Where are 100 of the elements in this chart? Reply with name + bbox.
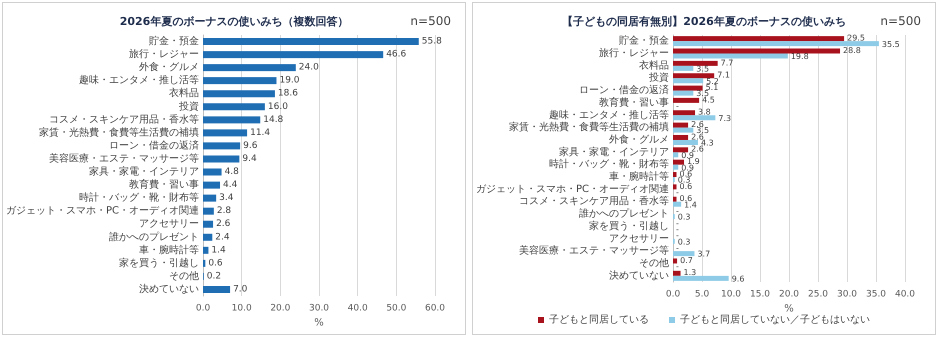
x-tick-label: 10.0 [232, 304, 252, 314]
data-label: 16.0 [268, 102, 288, 112]
data-label: 3.7 [697, 250, 710, 259]
bar [673, 60, 718, 66]
bar [203, 208, 214, 215]
x-tick-label: 0.0 [666, 290, 680, 300]
data-label: 9.4 [242, 154, 257, 164]
data-label: 9.6 [732, 274, 744, 284]
data-label: 0.9 [681, 150, 694, 160]
y-tick-label: 貯金・預金 [619, 34, 670, 47]
bar [203, 286, 230, 293]
y-tick-label: ガジェット・スマホ・PC・オーディオ関連 [476, 182, 670, 195]
data-label: 1.3 [684, 268, 696, 278]
y-tick-label: 投資 [648, 72, 670, 84]
data-label: - [676, 188, 680, 197]
y-tick-label: 教育費・習い事 [599, 96, 670, 108]
x-axis-title: % [784, 303, 794, 314]
data-label: 4.5 [702, 95, 715, 104]
y-tick-label: 誰かへのプレゼント [109, 230, 200, 243]
y-tick-label: 家賃・光熱費・食費等生活費の補填 [509, 121, 670, 134]
x-tick-label: 5.0 [694, 290, 710, 300]
y-tick-label: 外食・グルメ [609, 133, 670, 146]
data-label: 0.6 [208, 258, 223, 268]
y-tick-label: その他 [639, 256, 670, 269]
text: n=500 [880, 14, 922, 28]
y-tick-label: 旅行・レジャー [599, 47, 670, 60]
x-tick-label: 30.0 [836, 290, 858, 300]
legend-label: 子どもと同居していない／子どもはいない [680, 314, 870, 326]
bar [203, 182, 220, 189]
bar [673, 115, 716, 120]
x-tick-label: 50.0 [386, 304, 407, 314]
chart-title: 【子どもの同居有無別】2026年夏のボーナスの使いみち [562, 15, 846, 28]
bar [673, 276, 729, 281]
data-label: 2.6 [216, 219, 231, 230]
y-tick-label: 決めていない [609, 269, 670, 282]
y-tick-label: アクセサリー [609, 233, 670, 244]
bar [203, 116, 260, 124]
y-tick-label: 決めていない [139, 282, 200, 295]
x-tick-label: 25.0 [808, 290, 828, 300]
bar [203, 155, 240, 162]
y-tick-label: 美容医療・エステ・マッサージ等 [49, 152, 200, 164]
bar [203, 103, 265, 110]
bar [673, 122, 688, 128]
data-label: 7.1 [717, 70, 730, 80]
y-tick-label: 衣料品 [639, 59, 670, 72]
y-tick-label: アクセサリー [139, 218, 200, 230]
x-axis-title: % [314, 317, 324, 328]
data-label: 14.8 [263, 114, 284, 125]
y-tick-label: 貯金・預金 [149, 35, 200, 48]
bar [673, 90, 694, 96]
x-tick-label: 40.0 [894, 290, 916, 300]
bar [203, 51, 384, 58]
bar [673, 54, 788, 59]
data-label: 0.3 [678, 212, 690, 222]
data-label: 2.8 [216, 206, 232, 216]
data-label: 28.8 [843, 46, 861, 55]
y-tick-label: 家具・家電・インテリア [559, 146, 670, 158]
bar [673, 164, 678, 170]
x-tick-label: 30.0 [308, 304, 330, 314]
data-label: 9.6 [243, 140, 258, 151]
y-tick-label: コスメ・スキンケア用品・香水等 [49, 113, 200, 126]
bar [673, 41, 879, 46]
y-tick-label: ローン・借金の返済 [579, 84, 670, 96]
data-label: 1.4 [684, 200, 697, 210]
x-tick-label: 10.0 [720, 290, 742, 300]
data-label: - [676, 206, 680, 216]
data-label: 18.6 [278, 88, 298, 99]
data-label: 19.0 [279, 76, 300, 86]
data-label: 0.3 [678, 237, 690, 246]
data-label: 0.6 [679, 182, 692, 191]
bar [673, 196, 676, 202]
bar [203, 194, 216, 202]
bar [203, 38, 419, 46]
legend-label: 子どもと同居している [549, 314, 649, 326]
y-tick-label: 趣味・エンタメ・推し活等 [79, 74, 200, 86]
text: n=500 [410, 14, 452, 28]
y-tick-label: 旅行・レジャー [129, 48, 200, 60]
data-label: 4.4 [223, 180, 238, 190]
data-label: 7.3 [718, 114, 732, 123]
data-label: 7.0 [233, 284, 248, 294]
bar [673, 78, 704, 84]
data-label: 2.6 [691, 132, 704, 142]
y-tick-label: 誰かへのプレゼント [579, 208, 670, 220]
data-label: 11.4 [250, 128, 270, 138]
data-label: 19.8 [790, 52, 809, 62]
data-label: 29.5 [847, 34, 865, 43]
x-tick-label: 35.0 [866, 290, 886, 300]
y-tick-label: 家を買う・引越し [119, 256, 200, 269]
x-tick-label: 60.0 [424, 304, 446, 314]
bar [673, 258, 678, 264]
y-tick-label: 時計・バッグ・靴・財布等 [79, 192, 200, 204]
data-label: 7.7 [720, 58, 734, 68]
bar [203, 129, 248, 136]
data-label: 3.5 [696, 64, 710, 74]
y-tick-label: ローン・借金の返済 [109, 139, 200, 152]
bar [673, 48, 840, 54]
data-label: 0.7 [680, 256, 693, 265]
data-label: - [676, 262, 680, 272]
bar [673, 86, 703, 91]
x-tick-label: 0.0 [196, 304, 210, 314]
